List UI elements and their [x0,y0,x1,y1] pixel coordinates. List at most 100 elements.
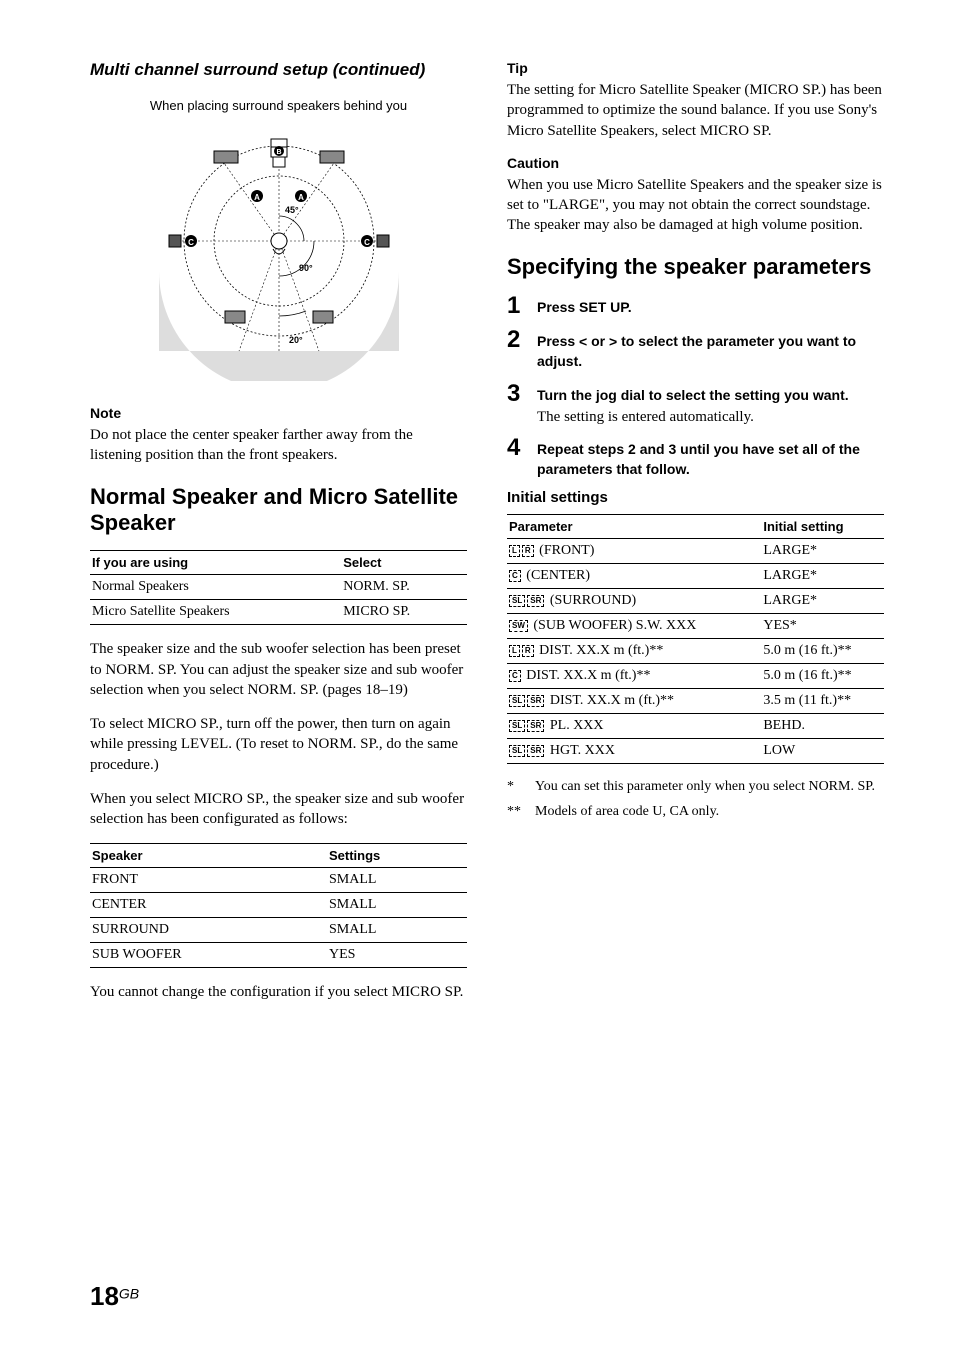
speaker-icon: L [509,545,520,557]
svg-text:45°: 45° [285,205,299,215]
step-2: 2 Press < or > to select the parameter y… [507,328,884,372]
table-cell: SMALL [327,893,467,918]
table-cell: NORM. SP. [341,575,467,600]
caution-body: When you use Micro Satellite Speakers an… [507,175,884,236]
note-heading: Note [90,405,467,421]
svg-text:C: C [364,238,370,247]
step-4: 4 Repeat steps 2 and 3 until you have se… [507,436,884,479]
speaker-select-table: If you are using Select Normal SpeakersN… [90,550,467,625]
table-cell: Micro Satellite Speakers [90,600,341,625]
heading-specifying: Specifying the speaker parameters [507,254,884,280]
table-cell: LR (FRONT) [507,539,761,564]
footnote-1: * You can set this parameter only when y… [507,778,884,796]
step-text: Repeat steps 2 and 3 until you have set … [537,440,884,479]
speaker-icon: R [522,645,534,657]
initial-settings-heading: Initial settings [507,489,884,506]
table-header: Parameter [507,515,761,539]
speaker-icon: SR [527,595,544,607]
speaker-icon: SL [509,595,525,607]
table-header: Initial setting [761,515,884,539]
table-cell: BEHD. [761,714,884,739]
speaker-icon: C [509,670,521,682]
svg-text:20°: 20° [289,335,303,345]
table-cell: YES* [761,614,884,639]
step-text: Turn the jog dial to select the setting … [537,386,884,406]
tip-heading: Tip [507,60,884,76]
step-number: 3 [507,382,529,406]
footnote-text: Models of area code U, CA only. [535,803,719,821]
table-cell: LARGE* [761,589,884,614]
table-cell: SW (SUB WOOFER) S.W. XXX [507,614,761,639]
speaker-icon: C [509,570,521,582]
footnote-text: You can set this parameter only when you… [535,778,875,796]
table-cell: 5.0 m (16 ft.)** [761,639,884,664]
table-header: Speaker [90,844,327,868]
footnote-marker: ** [507,803,527,821]
paragraph: The speaker size and the sub woofer sele… [90,639,467,700]
table-cell: SLSR DIST. XX.X m (ft.)** [507,689,761,714]
speaker-icon: SL [509,695,525,707]
speaker-icon: SW [509,620,528,632]
section-heading: Multi channel surround setup (continued) [90,60,467,80]
speaker-icon: SR [527,745,544,757]
table-cell: SLSR (SURROUND) [507,589,761,614]
speaker-icon: L [509,645,520,657]
paragraph: To select MICRO SP., turn off the power,… [90,714,467,775]
surround-placement-diagram: A A B C C 45° 90° 20° [139,121,419,381]
footnote-2: ** Models of area code U, CA only. [507,803,884,821]
speaker-icon: SR [527,695,544,707]
step-text: Press SET UP. [537,298,884,318]
svg-text:90°: 90° [299,263,313,273]
table-cell: 5.0 m (16 ft.)** [761,664,884,689]
heading-normal-micro: Normal Speaker and Micro Satellite Speak… [90,484,467,537]
step-3: 3 Turn the jog dial to select the settin… [507,382,884,427]
table-cell: LARGE* [761,539,884,564]
table-cell: LOW [761,739,884,764]
speaker-icon: SL [509,720,525,732]
table-cell: CENTER [90,893,327,918]
footnote-marker: * [507,778,527,796]
svg-text:A: A [298,193,304,202]
right-arrow-icon: > [609,333,617,349]
table-header: If you are using [90,551,341,575]
svg-text:A: A [254,193,260,202]
note-body: Do not place the center speaker farther … [90,425,467,466]
table-cell: YES [327,943,467,968]
step-text: Press < or > to select the parameter you… [537,332,884,372]
svg-text:C: C [188,238,194,247]
table-cell: C (CENTER) [507,564,761,589]
step-subtext: The setting is entered automatically. [537,409,884,426]
table-cell: SMALL [327,918,467,943]
speaker-icon: R [522,545,534,557]
table-cell: Normal Speakers [90,575,341,600]
table-cell: LARGE* [761,564,884,589]
step-number: 1 [507,294,529,318]
svg-text:B: B [276,149,281,156]
speaker-icon: SL [509,745,525,757]
speaker-settings-table: Speaker Settings FRONTSMALL CENTERSMALL … [90,843,467,968]
table-cell: SMALL [327,868,467,893]
initial-settings-table: Parameter Initial setting LR (FRONT)LARG… [507,514,884,764]
table-header: Settings [327,844,467,868]
table-cell: SURROUND [90,918,327,943]
paragraph: When you select MICRO SP., the speaker s… [90,789,467,830]
page-number: 18GB [90,1281,139,1312]
step-1: 1 Press SET UP. [507,294,884,318]
speaker-icon: SR [527,720,544,732]
table-cell: SUB WOOFER [90,943,327,968]
table-cell: LR DIST. XX.X m (ft.)** [507,639,761,664]
table-cell: C DIST. XX.X m (ft.)** [507,664,761,689]
table-cell: 3.5 m (11 ft.)** [761,689,884,714]
left-arrow-icon: < [579,333,587,349]
step-number: 2 [507,328,529,352]
table-cell: SLSR PL. XXX [507,714,761,739]
table-cell: FRONT [90,868,327,893]
tip-body: The setting for Micro Satellite Speaker … [507,80,884,141]
table-header: Select [341,551,467,575]
step-number: 4 [507,436,529,460]
caution-heading: Caution [507,155,884,171]
table-cell: MICRO SP. [341,600,467,625]
diagram-caption: When placing surround speakers behind yo… [90,98,467,113]
table-cell: SLSR HGT. XXX [507,739,761,764]
paragraph: You cannot change the configuration if y… [90,982,467,1002]
